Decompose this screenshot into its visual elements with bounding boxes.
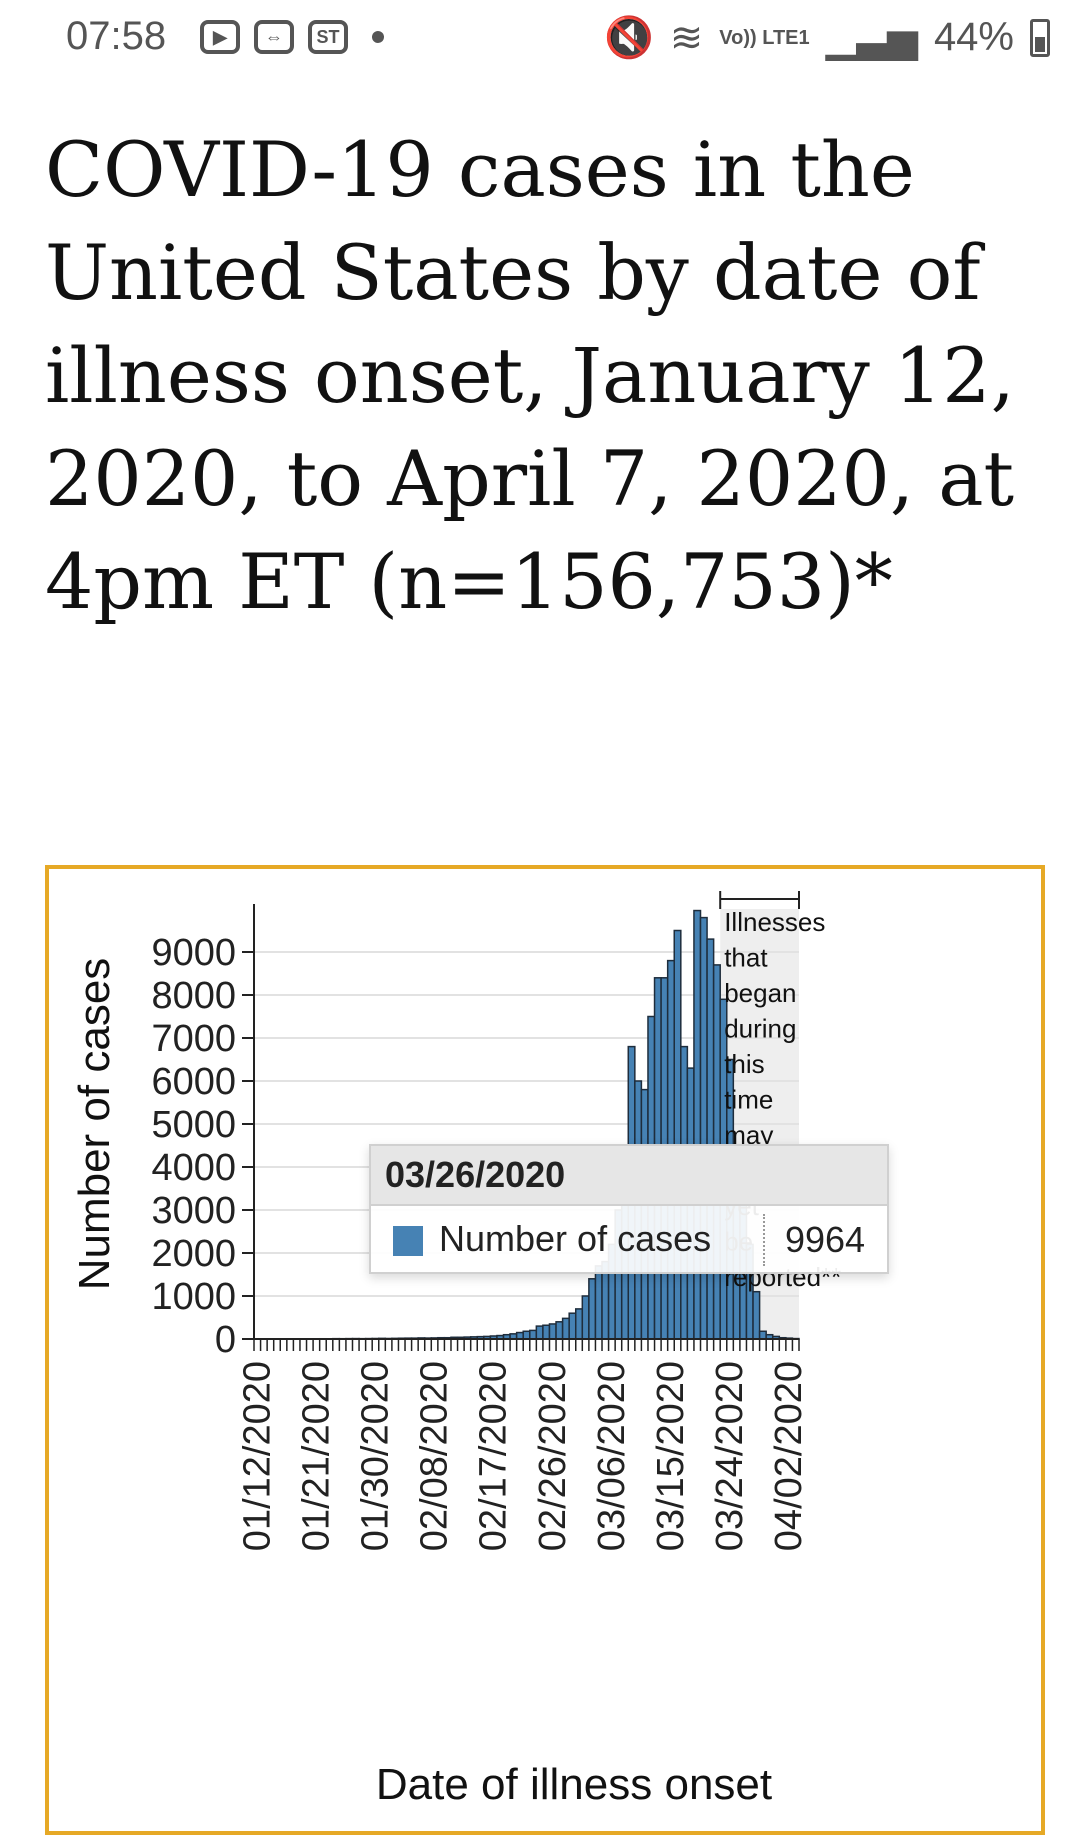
teamviewer-icon: ⇔ [254,20,294,54]
bar [568,1312,577,1340]
bar [594,1265,603,1340]
bar [581,1295,590,1340]
y-tick-label: 2000 [151,1233,236,1275]
notification-dot-icon [372,31,384,43]
tooltip-swatch [393,1226,423,1256]
page-title: COVID-19 cases in the United States by d… [45,125,1015,626]
annotation-line: time [724,1085,773,1115]
x-tick-label: 03/15/2020 [650,1361,692,1551]
annotation-line: began [724,978,796,1008]
tooltip-series-label: Number of cases [439,1218,712,1259]
x-axis-title: Date of illness onset [376,1760,772,1809]
y-tick-label: 0 [215,1319,236,1361]
x-tick-label: 01/21/2020 [295,1361,337,1551]
bar [535,1325,544,1340]
bar [673,929,682,1340]
y-tick-label: 6000 [151,1061,236,1103]
bar [561,1317,570,1340]
bar [693,909,702,1340]
status-icons-left: ▶ ⇔ ST [200,20,384,54]
y-axis-title: Number of cases [70,958,119,1291]
y-tick-label: 3000 [151,1190,236,1232]
youtube-icon: ▶ [200,20,240,54]
signal-icon: ▁▃▅ [825,15,918,60]
bar [758,1330,767,1340]
y-tick-label: 8000 [151,975,236,1017]
x-tick-label: 03/24/2020 [709,1361,751,1551]
x-tick-label: 04/02/2020 [768,1361,810,1551]
bar [574,1308,584,1340]
annotation-line: Illnesses [724,907,825,937]
battery-icon [1030,18,1050,57]
chart-container: 0 1000 2000 3000 4000 5000 6000 7000 8000 9000 01/… [45,865,1045,1835]
x-tick-label: 02/26/2020 [532,1361,574,1551]
status-bar: 07:58 ▶ ⇔ ST 🔇 ≋ Vo)) LTE1 ▁▃▅ 44% [0,0,1080,80]
bar [542,1324,551,1340]
annotation-line: that [724,943,768,973]
bar [555,1321,564,1340]
y-tick-label: 5000 [151,1104,236,1146]
battery-percent: 44% [933,15,1014,59]
annotation-line: during [724,1014,796,1044]
bar [752,1290,761,1340]
mute-icon: 🔇 [603,16,654,60]
bar [548,1323,557,1340]
tooltip-date: 03/26/2020 [371,1146,887,1206]
bar [522,1330,531,1340]
y-tick-label: 4000 [151,1147,236,1189]
straits-times-icon: ST [308,20,348,54]
x-tick-label: 01/12/2020 [236,1361,278,1551]
tooltip-value: 9964 [763,1214,885,1266]
x-tick-label: 02/17/2020 [473,1361,515,1551]
y-tick-label: 9000 [151,932,236,974]
status-time: 07:58 [66,14,167,58]
bar [699,916,708,1340]
y-tick-label: 1000 [151,1276,236,1318]
bar [706,938,715,1340]
chart-tooltip: 03/26/2020 Number of cases 9964 [369,1144,889,1274]
y-tick-label: 7000 [151,1018,236,1060]
x-tick-label: 02/08/2020 [414,1361,456,1551]
annotation-line: this [724,1049,764,1079]
tooltip-row: Number of cases 9964 [371,1206,887,1274]
bar [588,1278,597,1340]
wifi-icon: ≋ [669,15,704,60]
lte-label: Vo)) LTE1 [719,26,810,49]
bar [529,1329,538,1340]
x-tick-label: 03/06/2020 [591,1361,633,1551]
status-icons-right: 🔇 ≋ Vo)) LTE1 ▁▃▅ 44% [604,14,1050,61]
x-tick-label: 01/30/2020 [354,1361,396,1551]
